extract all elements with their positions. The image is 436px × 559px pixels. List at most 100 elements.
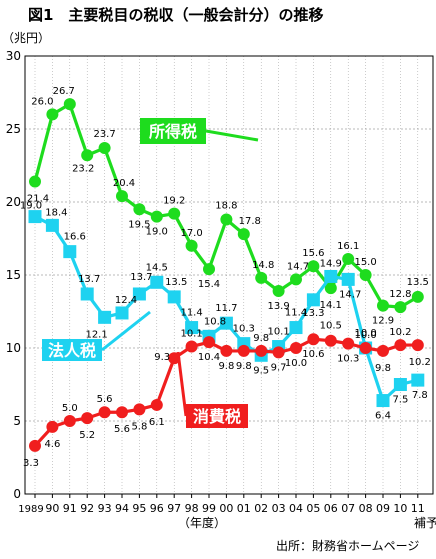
data-label: 7.8 bbox=[412, 390, 428, 401]
data-point bbox=[98, 406, 111, 419]
data-point bbox=[63, 245, 77, 259]
data-labels: 21.426.026.723.223.720.419.519.019.217.0… bbox=[20, 86, 431, 469]
data-point bbox=[359, 342, 372, 354]
data-point bbox=[377, 299, 389, 312]
data-label: 17.0 bbox=[180, 228, 202, 239]
data-point bbox=[115, 306, 129, 320]
data-label: 13.9 bbox=[267, 301, 289, 312]
data-label: 12.1 bbox=[85, 329, 107, 340]
data-label: 5.8 bbox=[131, 421, 147, 432]
data-label: 15.6 bbox=[302, 248, 324, 259]
data-label: 9.8 bbox=[236, 361, 252, 372]
data-label: 6.4 bbox=[375, 411, 391, 422]
series-layer bbox=[28, 98, 425, 452]
data-label: 16.1 bbox=[337, 241, 359, 252]
callout-leader bbox=[101, 310, 151, 352]
data-label: 9.8 bbox=[375, 363, 391, 374]
data-label: 16.6 bbox=[64, 232, 86, 243]
data-point bbox=[272, 346, 285, 359]
data-label: 5.6 bbox=[97, 394, 113, 405]
y-tick-label: 15 bbox=[6, 268, 21, 282]
data-point bbox=[98, 310, 112, 324]
data-label: 10.6 bbox=[302, 349, 324, 360]
data-label: 18.8 bbox=[215, 201, 237, 212]
data-label: 14.9 bbox=[320, 258, 342, 269]
data-label: 14.8 bbox=[252, 260, 274, 271]
x-tick-label: 1989 bbox=[18, 504, 43, 515]
data-point bbox=[359, 269, 372, 281]
data-point bbox=[132, 287, 146, 301]
data-point bbox=[411, 373, 425, 387]
x-tick-label: 92 bbox=[80, 502, 94, 515]
data-point bbox=[289, 321, 303, 335]
data-label: 14.7 bbox=[339, 289, 361, 300]
data-label: 18.4 bbox=[45, 207, 67, 218]
data-point bbox=[290, 342, 302, 354]
data-point bbox=[237, 344, 250, 357]
callout-leader bbox=[176, 351, 188, 417]
y-unit-label: （兆円） bbox=[2, 31, 50, 45]
data-label: 19.5 bbox=[128, 219, 150, 230]
data-label: 5.6 bbox=[114, 424, 130, 435]
data-point bbox=[324, 282, 337, 295]
data-point bbox=[81, 412, 94, 425]
data-point bbox=[342, 337, 355, 350]
data-label: 13.7 bbox=[130, 272, 152, 283]
data-label: 10.0 bbox=[285, 358, 307, 369]
x-tick-label: 96 bbox=[150, 502, 164, 515]
x-tick-label: 03 bbox=[272, 502, 286, 515]
data-label: 21.4 bbox=[27, 194, 49, 205]
callout-box bbox=[140, 118, 206, 144]
data-point bbox=[411, 339, 424, 352]
data-label: 10.1 bbox=[180, 329, 202, 340]
data-label: 13.5 bbox=[165, 277, 187, 288]
data-point bbox=[29, 175, 41, 188]
data-label: 10.2 bbox=[409, 357, 431, 368]
data-point bbox=[220, 213, 233, 226]
data-point bbox=[150, 210, 163, 223]
x-tick-label: 95 bbox=[132, 502, 146, 515]
data-label: 5.0 bbox=[62, 403, 78, 414]
y-tick-label: 0 bbox=[13, 487, 21, 501]
data-point bbox=[290, 273, 302, 286]
series-name-label: 所得税 bbox=[149, 122, 197, 141]
data-label: 11.7 bbox=[215, 303, 237, 314]
data-point bbox=[341, 272, 355, 286]
x-tick-label: 93 bbox=[98, 502, 112, 515]
data-point bbox=[133, 203, 146, 216]
data-point bbox=[272, 285, 285, 298]
data-point bbox=[220, 344, 233, 357]
x-tick-label: 97 bbox=[167, 502, 181, 515]
data-point bbox=[376, 394, 390, 408]
data-point bbox=[167, 290, 181, 304]
data-label: 12.8 bbox=[389, 289, 411, 300]
data-point bbox=[219, 316, 233, 330]
data-point bbox=[324, 334, 337, 347]
data-label: 20.4 bbox=[113, 178, 135, 189]
series-name-label: 法人税 bbox=[48, 341, 96, 360]
data-point bbox=[203, 336, 215, 349]
data-point bbox=[377, 344, 389, 357]
data-label: 13.5 bbox=[407, 277, 429, 288]
y-tick-label: 25 bbox=[6, 122, 21, 136]
data-point bbox=[28, 210, 42, 224]
callout-leader bbox=[205, 129, 259, 142]
data-label: 3.3 bbox=[23, 458, 39, 469]
data-label: 23.7 bbox=[93, 129, 115, 140]
data-point bbox=[307, 260, 320, 273]
data-point bbox=[63, 415, 76, 427]
data-point bbox=[81, 149, 94, 162]
data-label: 5.2 bbox=[79, 430, 95, 441]
data-label: 12.9 bbox=[372, 316, 394, 327]
data-point bbox=[168, 207, 181, 220]
x-tick-label: 98 bbox=[185, 502, 199, 515]
data-label: 26.0 bbox=[31, 96, 53, 107]
data-point bbox=[185, 340, 198, 353]
data-label: 10.2 bbox=[389, 327, 411, 338]
data-label: 10.0 bbox=[354, 330, 376, 341]
data-label: 10.3 bbox=[337, 354, 359, 365]
data-label: 4.6 bbox=[44, 439, 60, 450]
data-label: 7.5 bbox=[392, 395, 408, 406]
data-label: 11.4 bbox=[285, 308, 307, 319]
